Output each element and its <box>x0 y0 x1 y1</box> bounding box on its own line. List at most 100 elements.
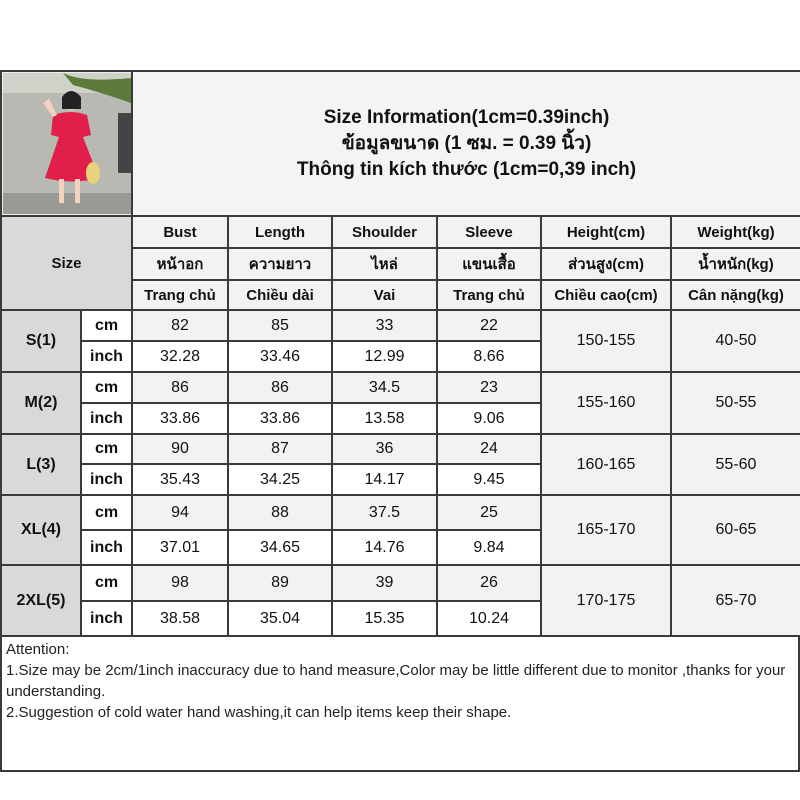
size-table: Size Information(1cm=0.39inch) ข้อมูลขนา… <box>0 70 800 637</box>
measurement-cell: 34.65 <box>227 529 333 566</box>
measurement-cell: 34.5 <box>331 371 438 404</box>
column-header-vi: Vai <box>331 279 438 311</box>
measurement-cell: 23 <box>436 371 542 404</box>
measurement-cell: 86 <box>131 371 229 404</box>
column-header-th: แขนเสื้อ <box>436 247 542 281</box>
size-label: S(1) <box>0 309 82 373</box>
column-header-th: ไหล่ <box>331 247 438 281</box>
column-header-vi: Chiều dài <box>227 279 333 311</box>
weight-range-cell: 55-60 <box>670 433 800 496</box>
attention-note-1: 1.Size may be 2cm/1inch inaccuracy due t… <box>6 662 786 700</box>
column-header-vi: Chiều cao(cm) <box>540 279 672 311</box>
table-row: inch 35.43 34.25 14.17 9.45 <box>1 463 800 496</box>
measurement-cell: 15.35 <box>331 600 438 637</box>
measurement-cell: 34.25 <box>227 463 333 496</box>
weight-range-cell: 40-50 <box>670 309 800 373</box>
height-range-cell: 155-160 <box>540 371 672 435</box>
unit-label: cm <box>80 494 133 531</box>
measurement-cell: 33.86 <box>227 402 333 435</box>
measurement-cell: 88 <box>227 494 333 531</box>
measurement-cell: 90 <box>131 433 229 465</box>
height-range-cell: 160-165 <box>540 433 672 496</box>
measurement-cell: 22 <box>436 309 542 342</box>
attention-note-2: 2.Suggestion of cold water hand washing,… <box>6 704 512 721</box>
measurement-cell: 37.01 <box>131 529 229 566</box>
unit-label: inch <box>80 529 133 566</box>
measurement-cell: 25 <box>436 494 542 531</box>
column-header-en: Height(cm) <box>540 215 672 249</box>
measurement-cell: 35.04 <box>227 600 333 637</box>
measurement-cell: 35.43 <box>131 463 229 496</box>
title-vietnamese: Thông tin kích thước (1cm=0,39 inch) <box>296 158 637 180</box>
measurement-cell: 37.5 <box>331 494 438 531</box>
weight-range-cell: 60-65 <box>670 494 800 566</box>
size-label: XL(4) <box>0 494 82 566</box>
size-label: 2XL(5) <box>0 564 82 637</box>
attention-heading: Attention: <box>6 641 70 658</box>
measurement-cell: 82 <box>131 309 229 342</box>
size-label: M(2) <box>0 371 82 435</box>
weight-range-cell: 50-55 <box>670 371 800 435</box>
title-thai: ข้อมูลขนาด (1 ซม. = 0.39 นิ้ว) <box>341 132 592 154</box>
unit-label: inch <box>80 463 133 496</box>
column-header-vi: Trang chủ <box>131 279 229 311</box>
measurement-cell: 36 <box>331 433 438 465</box>
measurement-cell: 24 <box>436 433 542 465</box>
height-range-cell: 170-175 <box>540 564 672 637</box>
table-row: inch 37.01 34.65 14.76 9.84 <box>1 529 800 566</box>
measurement-cell: 10.24 <box>436 600 542 637</box>
chart-title: Size Information(1cm=0.39inch) ข้อมูลขนา… <box>131 70 800 217</box>
measurement-cell: 9.06 <box>436 402 542 435</box>
measurement-cell: 39 <box>331 564 438 602</box>
measurement-cell: 33 <box>331 309 438 342</box>
measurement-cell: 9.45 <box>436 463 542 496</box>
measurement-cell: 14.76 <box>331 529 438 566</box>
table-row: S(1) cm 82 85 33 22 150-155 40-50 <box>0 309 800 373</box>
measurement-cell: 33.46 <box>227 340 333 373</box>
table-row: 2XL(5) cm 98 89 39 26 170-175 65-70 <box>0 564 800 637</box>
table-row: inch 38.58 35.04 15.35 10.24 <box>1 600 800 637</box>
unit-label: inch <box>80 402 133 435</box>
column-header-th: ส่วนสูง(cm) <box>540 247 672 281</box>
column-header-en: Sleeve <box>436 215 542 249</box>
column-header-en: Shoulder <box>331 215 438 249</box>
column-header-th: หน้าอก <box>131 247 229 281</box>
measurement-cell: 26 <box>436 564 542 602</box>
unit-label: inch <box>80 600 133 637</box>
table-row: XL(4) cm 94 88 37.5 25 165-170 60-65 <box>0 494 800 566</box>
column-header-en: Weight(kg) <box>670 215 800 249</box>
column-header-vi: Cân nặng(kg) <box>670 279 800 311</box>
size-header: Size <box>0 215 133 311</box>
unit-label: cm <box>80 371 133 404</box>
measurement-cell: 33.86 <box>131 402 229 435</box>
column-header-th: น้ำหนัก(kg) <box>670 247 800 281</box>
measurement-cell: 13.58 <box>331 402 438 435</box>
table-row: M(2) cm 86 86 34.5 23 155-160 50-55 <box>0 371 800 435</box>
measurement-cell: 14.17 <box>331 463 438 496</box>
size-label: L(3) <box>0 433 82 496</box>
measurement-cell: 12.99 <box>331 340 438 373</box>
product-photo <box>0 70 133 217</box>
measurement-cell: 38.58 <box>131 600 229 637</box>
measurement-cell: 89 <box>227 564 333 602</box>
column-header-th: ความยาว <box>227 247 333 281</box>
height-range-cell: 165-170 <box>540 494 672 566</box>
title-english: Size Information(1cm=0.39inch) <box>323 106 610 128</box>
measurement-cell: 8.66 <box>436 340 542 373</box>
unit-label: inch <box>80 340 133 373</box>
column-header-vi: Trang chủ <box>436 279 542 311</box>
attention-notes: Attention: 1.Size may be 2cm/1inch inacc… <box>0 637 800 772</box>
unit-label: cm <box>80 433 133 465</box>
column-header-en: Length <box>227 215 333 249</box>
height-range-cell: 150-155 <box>540 309 672 373</box>
weight-range-cell: 65-70 <box>670 564 800 637</box>
measurement-cell: 98 <box>131 564 229 602</box>
measurement-cell: 85 <box>227 309 333 342</box>
unit-label: cm <box>80 564 133 602</box>
measurement-cell: 32.28 <box>131 340 229 373</box>
model-photo-image <box>3 73 130 214</box>
measurement-cell: 86 <box>227 371 333 404</box>
unit-label: cm <box>80 309 133 342</box>
measurement-cell: 94 <box>131 494 229 531</box>
table-row: L(3) cm 90 87 36 24 160-165 55-60 <box>0 433 800 496</box>
